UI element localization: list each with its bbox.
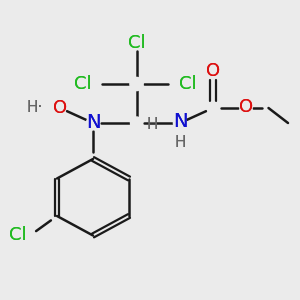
Text: H: H bbox=[174, 135, 186, 150]
Text: O: O bbox=[239, 98, 253, 116]
Text: N: N bbox=[86, 113, 100, 133]
Circle shape bbox=[54, 102, 66, 114]
Circle shape bbox=[130, 117, 142, 129]
Circle shape bbox=[86, 116, 100, 130]
Text: Cl: Cl bbox=[128, 34, 145, 52]
Text: Cl: Cl bbox=[178, 75, 196, 93]
Text: H: H bbox=[174, 135, 186, 150]
Text: O: O bbox=[206, 61, 220, 80]
Text: O: O bbox=[53, 99, 67, 117]
Text: N: N bbox=[86, 113, 100, 133]
Text: Cl: Cl bbox=[9, 226, 27, 244]
Text: Cl: Cl bbox=[74, 75, 92, 93]
Text: Cl: Cl bbox=[74, 75, 92, 93]
Text: H·: H· bbox=[26, 100, 43, 116]
Circle shape bbox=[173, 116, 187, 130]
Text: N: N bbox=[173, 112, 187, 131]
Text: Cl: Cl bbox=[128, 34, 145, 52]
Circle shape bbox=[240, 102, 252, 114]
Text: Cl: Cl bbox=[178, 75, 196, 93]
Text: Cl: Cl bbox=[9, 226, 27, 244]
Text: H: H bbox=[147, 117, 158, 132]
Circle shape bbox=[207, 102, 219, 114]
Circle shape bbox=[207, 66, 219, 78]
Text: H: H bbox=[147, 117, 158, 132]
Text: H·: H· bbox=[26, 100, 43, 116]
Circle shape bbox=[130, 77, 143, 91]
Text: O: O bbox=[53, 99, 67, 117]
Text: O: O bbox=[206, 61, 220, 80]
Text: N: N bbox=[173, 112, 187, 131]
Text: O: O bbox=[239, 98, 253, 116]
